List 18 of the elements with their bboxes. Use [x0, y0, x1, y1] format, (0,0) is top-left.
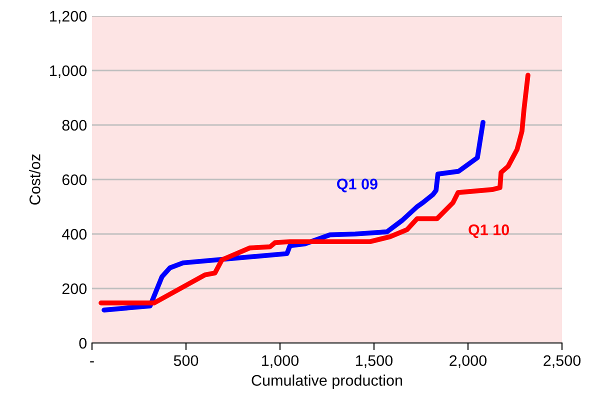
- y-tick-label: 1,200: [50, 10, 87, 24]
- line-series: [98, 72, 530, 306]
- y-tick-label: 400: [62, 228, 87, 240]
- x-tick-label: 500: [174, 355, 198, 366]
- series-label: Q1 10: [468, 224, 509, 238]
- y-axis-title: Cost/oz: [29, 154, 40, 205]
- y-tick-label: 1,000: [50, 65, 87, 78]
- text: Q1 09: [337, 178, 378, 192]
- x-tick-label: 2,500: [544, 355, 581, 368]
- y-tick-label: 600: [62, 174, 87, 186]
- y-tick-label: 0: [79, 338, 87, 349]
- x-tick-label: -: [90, 361, 94, 362]
- x-tick-label: 1,500: [356, 355, 393, 368]
- y-tick-label: 800: [62, 120, 87, 131]
- y-tick-label: 200: [62, 283, 87, 294]
- x-tick-label: 1,000: [262, 355, 299, 368]
- x-axis-title: Cumulative production: [252, 374, 402, 389]
- x-tick-label: 2,000: [450, 355, 487, 368]
